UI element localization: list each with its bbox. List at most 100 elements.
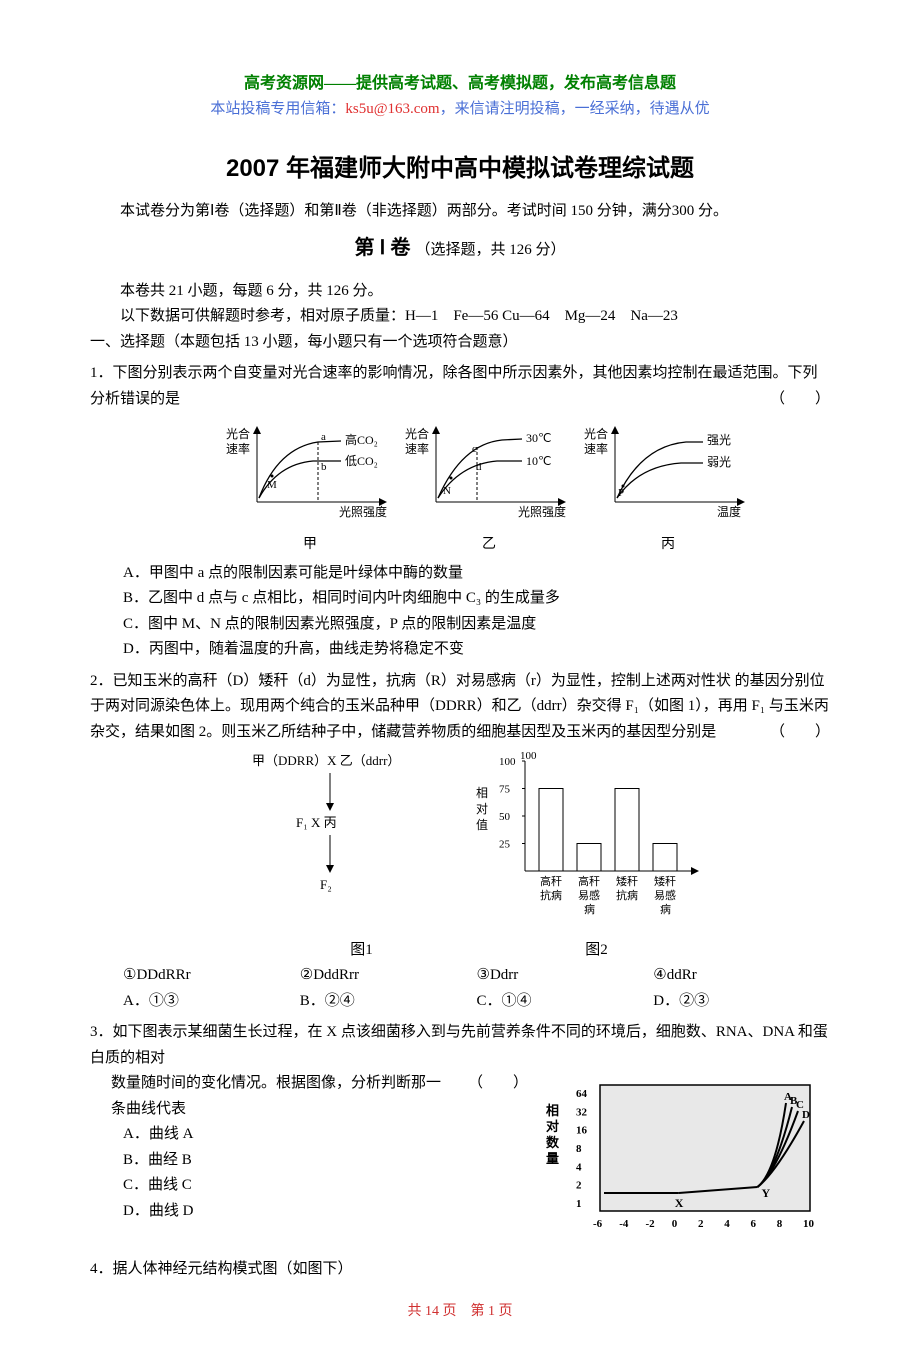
svg-text:1: 1 (576, 1198, 582, 1210)
svg-text:抗病: 抗病 (616, 888, 638, 902)
svg-text:2: 2 (576, 1180, 582, 1192)
svg-text:弱光: 弱光 (707, 455, 731, 469)
page-footer: 共 14 页 第 1 页 (90, 1300, 830, 1324)
q3-opt-c: C．曲线 C (90, 1173, 528, 1199)
svg-text:光合: 光合 (226, 426, 250, 441)
q1-graph-bing: 光合 速率 P 强光 弱光 温度 丙 (581, 420, 756, 556)
svg-text:64: 64 (576, 1088, 588, 1100)
q4-stem: 4．据人体神经元结构模式图（如图下） (90, 1261, 353, 1277)
svg-text:量: 量 (546, 1151, 559, 1166)
svg-text:-4: -4 (619, 1218, 629, 1230)
bar-chart-icon: 相对值255075100100高秆抗病高秆易感病矮秆抗病矮秆易感病 (470, 751, 710, 926)
svg-text:高秆: 高秆 (578, 874, 600, 888)
svg-text:对: 对 (476, 802, 488, 816)
svg-text:10: 10 (803, 1218, 815, 1230)
svg-text:甲（DDRR）X 乙（ddrr）: 甲（DDRR）X 乙（ddrr） (252, 753, 400, 768)
section-1-label: 第 Ⅰ 卷 (355, 237, 411, 259)
q3-graph: 相对数量1248163264-6-4-20246810ABCDXY (540, 1071, 830, 1251)
chart-bing-icon: 光合 速率 P 强光 弱光 温度 (581, 420, 756, 525)
svg-text:8: 8 (777, 1218, 783, 1230)
q2-fig1-cap: 图1 (242, 938, 482, 964)
q3-opt-d: D．曲线 D (90, 1199, 528, 1225)
q2-opt-b: B．②④ (300, 989, 477, 1015)
q2-choice-2: ②DddRrr (300, 963, 477, 989)
svg-text:16: 16 (576, 1125, 588, 1137)
svg-text:高秆: 高秆 (540, 874, 562, 888)
q1-opt-b: B．乙图中 d 点与 c 点相比，相同时间内叶肉细胞中 C₃ 的生成量多 (90, 586, 830, 612)
q1-figures: 光合 速率 a b M 高CO₂ 低CO₂ 光照强度 (148, 420, 830, 556)
svg-text:速率: 速率 (405, 441, 429, 456)
svg-text:强光: 强光 (707, 433, 731, 447)
q2-fig2-cap: 图2 (482, 938, 712, 964)
svg-text:光合: 光合 (405, 426, 429, 441)
svg-text:F₂: F₂ (320, 877, 332, 892)
svg-text:25: 25 (499, 839, 511, 851)
intro-text: 本试卷分为第Ⅰ卷（选择题）和第Ⅱ卷（非选择题）两部分。考试时间 150 分钟，满… (90, 199, 830, 225)
svg-text:100: 100 (520, 751, 537, 762)
svg-text:4: 4 (724, 1218, 730, 1230)
q1-stem: 1．下图分别表示两个自变量对光合速率的影响情况，除各图中所示因素外，其他因素均控… (90, 361, 830, 412)
q3-stem2: 数量随时间的变化情况。根据图像，分析判断那一条曲线代表 (90, 1071, 453, 1122)
svg-text:数: 数 (546, 1135, 560, 1150)
svg-text:4: 4 (576, 1162, 582, 1174)
q2-opt-c: C．①④ (477, 989, 654, 1015)
q3-left: 数量随时间的变化情况。根据图像，分析判断那一条曲线代表 （ ） A．曲线 A B… (90, 1071, 528, 1251)
svg-text:速率: 速率 (226, 441, 250, 456)
q2-stem: 2．已知玉米的高秆（D）矮秆（d）为显性，抗病（R）对易感病（r）为显性，控制上… (90, 669, 830, 746)
question-3: 3．如下图表示某细菌生长过程，在 X 点该细菌移入到与先前营养条件不同的环境后，… (90, 1020, 830, 1251)
info-line-1: 本卷共 21 小题，每题 6 分，共 126 分。 (90, 279, 830, 305)
q2-opt-d: D．②③ (653, 989, 830, 1015)
exam-page: 高考资源网——提供高考试题、高考模拟题，发布高考信息题 本站投稿专用信箱：ks5… (0, 0, 920, 1364)
site-subtitle: 本站投稿专用信箱：ks5u@163.com，来信请注明投稿，一经采纳，待遇从优 (90, 97, 830, 123)
q1-opt-d: D．丙图中，随着温度的升高，曲线走势将稳定不变 (90, 637, 830, 663)
exam-title: 2007 年福建师大附中高中模拟试卷理综试题 (90, 149, 830, 190)
svg-text:c: c (472, 443, 477, 455)
q3-opt-b: B．曲经 B (90, 1148, 528, 1174)
svg-text:病: 病 (660, 902, 671, 916)
svg-text:Y: Y (762, 1186, 771, 1200)
svg-text:值: 值 (476, 817, 488, 832)
svg-text:相: 相 (476, 786, 488, 800)
svg-text:病: 病 (584, 902, 595, 916)
chart-jia-icon: 光合 速率 a b M 高CO₂ 低CO₂ 光照强度 (223, 420, 398, 525)
svg-text:100: 100 (499, 756, 516, 768)
svg-text:30℃: 30℃ (526, 431, 551, 445)
q2-opt-a: A．①③ (123, 989, 300, 1015)
svg-text:-6: -6 (593, 1218, 603, 1230)
svg-text:0: 0 (672, 1218, 678, 1230)
info-line-2: 以下数据可供解题时参考，相对原子质量：H—1 Fe—56 Cu—64 Mg—24… (90, 304, 830, 330)
q2-fig1: 甲（DDRR）X 乙（ddrr） F₁ X 丙 F₂ (220, 751, 440, 936)
svg-text:2: 2 (698, 1218, 704, 1230)
site-title: 高考资源网——提供高考试题、高考模拟题，发布高考信息题 (90, 70, 830, 97)
q3-paren: （ ） (453, 1071, 528, 1122)
site-sub-pre: 本站投稿专用信箱： (210, 101, 345, 117)
svg-text:抗病: 抗病 (540, 888, 562, 902)
q3-stem1: 3．如下图表示某细菌生长过程，在 X 点该细菌移入到与先前营养条件不同的环境后，… (90, 1020, 830, 1071)
svg-text:-2: -2 (646, 1218, 656, 1230)
svg-text:光合: 光合 (584, 426, 608, 441)
svg-text:矮秆: 矮秆 (654, 874, 676, 888)
svg-text:50: 50 (499, 811, 511, 823)
site-email: ks5u@163.com (345, 101, 439, 117)
question-2: 2．已知玉米的高秆（D）矮秆（d）为显性，抗病（R）对易感病（r）为显性，控制上… (90, 669, 830, 1015)
svg-text:6: 6 (751, 1218, 757, 1230)
svg-text:易感: 易感 (654, 889, 676, 902)
svg-text:F₁ X 丙: F₁ X 丙 (296, 815, 337, 830)
q1-opt-c: C．图中 M、N 点的限制因素光照强度，P 点的限制因素是温度 (90, 612, 830, 638)
svg-text:a: a (321, 431, 326, 443)
svg-text:矮秆: 矮秆 (616, 874, 638, 888)
q1-yi-caption: 乙 (402, 533, 577, 557)
site-sub-post: ，来信请注明投稿，一经采纳，待遇从优 (440, 101, 710, 117)
q1-bing-caption: 丙 (581, 533, 756, 557)
q1-graph-jia: 光合 速率 a b M 高CO₂ 低CO₂ 光照强度 (223, 420, 398, 556)
svg-text:75: 75 (499, 784, 511, 796)
q2-choices: ①DDdRRr ②DddRrr ③Ddrr ④ddRr (90, 963, 830, 989)
svg-text:10℃: 10℃ (526, 454, 551, 468)
svg-text:32: 32 (576, 1107, 588, 1119)
q2-choice-4: ④ddRr (653, 963, 830, 989)
q2-choice-3: ③Ddrr (477, 963, 654, 989)
q2-choice-1: ①DDdRRr (123, 963, 300, 989)
q1-jia-caption: 甲 (223, 533, 398, 557)
section-1-note: （选择题，共 126 分） (415, 242, 565, 258)
growth-chart-icon: 相对数量1248163264-6-4-20246810ABCDXY (540, 1071, 830, 1241)
